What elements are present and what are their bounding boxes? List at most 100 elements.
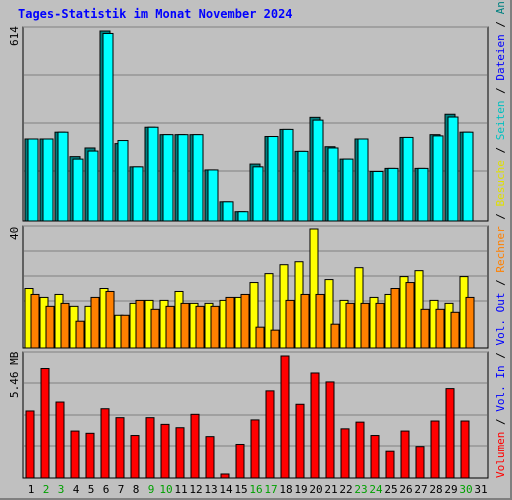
bar-besuche-20 — [309, 228, 319, 349]
bar-volumen-5 — [85, 432, 95, 479]
bar-volumen-10 — [160, 423, 170, 479]
bar-dateien-7 — [117, 140, 129, 222]
bar-dateien-3 — [57, 131, 69, 222]
legend-item: / — [494, 272, 507, 293]
bar-volumen-27 — [415, 446, 425, 479]
day-label-24: 24 — [369, 483, 383, 496]
legend-item: Dateien — [494, 34, 507, 81]
bar-rechner-20 — [315, 293, 325, 349]
day-label-26: 26 — [399, 483, 413, 496]
day-label-13: 13 — [204, 483, 218, 496]
bar-rechner-8 — [135, 299, 145, 349]
bar-dateien-16 — [252, 166, 264, 222]
bar-dateien-30 — [462, 131, 474, 222]
bar-dateien-9 — [147, 126, 159, 222]
bar-rechner-29 — [450, 311, 460, 349]
bar-volumen-30 — [460, 420, 470, 479]
bar-rechner-23 — [360, 302, 370, 349]
day-label-20: 20 — [309, 483, 323, 496]
bar-volumen-16 — [250, 419, 260, 479]
day-label-15: 15 — [234, 483, 248, 496]
bar-volumen-11 — [175, 427, 185, 479]
legend-item: / — [494, 345, 507, 366]
day-label-17: 17 — [264, 483, 278, 496]
legend-item: Rechner — [494, 226, 507, 273]
bar-volumen-1 — [25, 410, 35, 479]
legend-item: Vol. Out — [494, 292, 507, 346]
bar-volumen-6 — [100, 408, 110, 479]
bar-rechner-1 — [30, 293, 40, 349]
bar-dateien-6 — [102, 32, 114, 222]
bar-dateien-11 — [177, 134, 189, 222]
bar-dateien-17 — [267, 136, 279, 222]
bar-rechner-15 — [240, 293, 250, 349]
bar-volumen-23 — [355, 421, 365, 479]
bar-volumen-17 — [265, 390, 275, 479]
bar-rechner-6 — [105, 290, 115, 349]
bar-rechner-18 — [285, 299, 295, 349]
day-label-22: 22 — [339, 483, 353, 496]
bar-rechner-28 — [435, 308, 445, 349]
legend-item: Besuche — [494, 160, 507, 207]
bar-rechner-27 — [420, 308, 430, 349]
bar-rechner-4 — [75, 320, 85, 349]
day-label-10: 10 — [159, 483, 173, 496]
bar-dateien-12 — [192, 134, 204, 222]
bar-dateien-23 — [357, 138, 369, 222]
bar-rechner-3 — [60, 302, 70, 349]
bar-volumen-24 — [370, 435, 380, 479]
legend-item: / — [494, 206, 507, 227]
legend-item: Volumen — [494, 431, 507, 478]
bar-dateien-8 — [132, 166, 144, 222]
bar-rechner-19 — [300, 293, 310, 349]
legend-item: / — [494, 80, 507, 101]
legend: Volumen / Vol. In / Vol. Out / Rechner /… — [494, 0, 507, 478]
day-label-8: 8 — [132, 483, 140, 496]
day-label-30: 30 — [459, 483, 473, 496]
day-label-31: 31 — [474, 483, 488, 496]
bar-volumen-2 — [40, 368, 50, 479]
bar-volumen-14 — [220, 473, 230, 479]
bar-dateien-24 — [372, 170, 384, 222]
day-label-9: 9 — [147, 483, 155, 496]
bar-volumen-8 — [130, 435, 140, 479]
legend-item: / — [494, 411, 507, 432]
bar-volumen-29 — [445, 388, 455, 479]
bar-dateien-18 — [282, 128, 294, 222]
bar-rechner-14 — [225, 296, 235, 349]
bar-rechner-24 — [375, 302, 385, 349]
bar-rechner-13 — [210, 305, 220, 349]
day-label-16: 16 — [249, 483, 263, 496]
bar-dateien-19 — [297, 150, 309, 222]
day-label-6: 6 — [102, 483, 110, 496]
bar-volumen-28 — [430, 420, 440, 479]
day-label-18: 18 — [279, 483, 293, 496]
bar-rechner-22 — [345, 302, 355, 349]
bar-rechner-11 — [180, 302, 190, 349]
bar-rechner-5 — [90, 296, 100, 349]
bar-rechner-25 — [390, 288, 400, 349]
bar-dateien-14 — [222, 201, 234, 222]
bar-dateien-5 — [87, 150, 99, 222]
bar-volumen-3 — [55, 401, 65, 479]
day-label-25: 25 — [384, 483, 398, 496]
bar-besuche-21 — [324, 279, 334, 349]
bar-dateien-21 — [327, 147, 339, 222]
day-label-19: 19 — [294, 483, 308, 496]
day-label-1: 1 — [27, 483, 35, 496]
bar-dateien-1 — [27, 138, 39, 222]
bar-dateien-20 — [312, 119, 324, 222]
bar-volumen-4 — [70, 430, 80, 479]
bar-volumen-7 — [115, 417, 125, 479]
bar-volumen-15 — [235, 443, 245, 479]
bar-rechner-2 — [45, 305, 55, 349]
bar-dateien-13 — [207, 169, 219, 222]
bar-rechner-12 — [195, 305, 205, 349]
day-label-27: 27 — [414, 483, 428, 496]
bar-volumen-26 — [400, 430, 410, 479]
legend-item: Vol. In — [494, 365, 507, 412]
day-label-23: 23 — [354, 483, 368, 496]
bar-rechner-21 — [330, 323, 340, 349]
day-label-3: 3 — [57, 483, 65, 496]
